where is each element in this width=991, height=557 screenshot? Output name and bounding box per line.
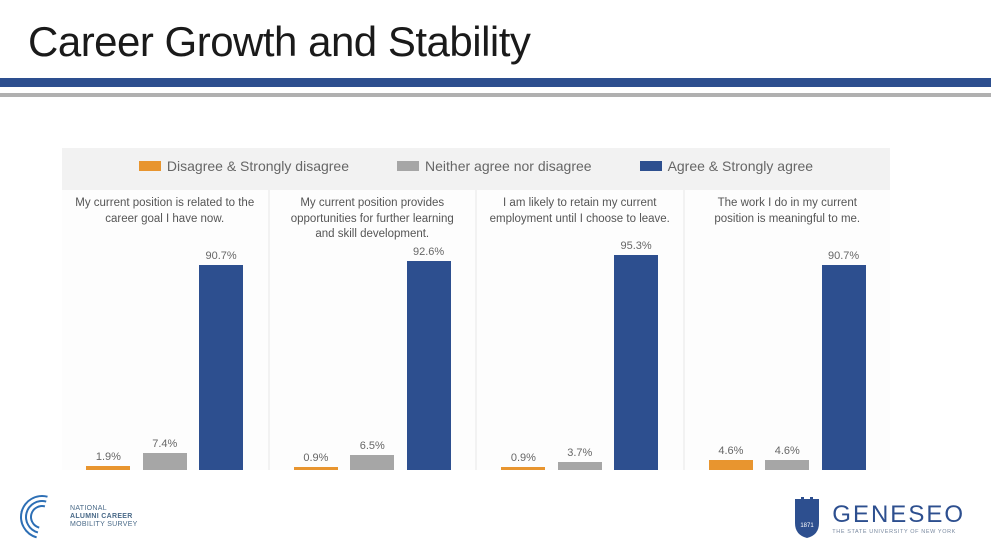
chart-panel: The work I do in my current position is … (683, 190, 891, 470)
bar-agree: 90.7% (822, 250, 866, 470)
legend-swatch-neutral (397, 161, 419, 171)
chart-panel: I am likely to retain my current employm… (475, 190, 683, 470)
bar (822, 265, 866, 470)
bar-label: 4.6% (775, 445, 800, 457)
divider-blue (0, 78, 991, 87)
divider-gray (0, 93, 991, 97)
legend-item-disagree: Disagree & Strongly disagree (139, 158, 349, 174)
bar-label: 0.9% (511, 452, 536, 464)
bar-label: 3.7% (567, 447, 592, 459)
bar (501, 467, 545, 470)
panel-title: My current position provides opportuniti… (270, 190, 476, 244)
logo-nacms: NATIONAL ALUMNI CAREER MOBILITY SURVEY (20, 491, 140, 543)
bar-label: 4.6% (718, 445, 743, 457)
bar-label: 90.7% (828, 250, 859, 262)
bar-disagree: 4.6% (709, 445, 753, 470)
svg-text:1871: 1871 (801, 523, 815, 529)
bar-group: 4.6% 4.6% 90.7% (685, 244, 891, 470)
bar-label: 7.4% (152, 438, 177, 450)
panel-plot: 1.9% 7.4% 90.7% (62, 244, 268, 470)
legend-label-agree: Agree & Strongly agree (668, 158, 814, 174)
panel-title: The work I do in my current position is … (685, 190, 891, 244)
panel-plot: 0.9% 6.5% 92.6% (270, 244, 476, 470)
bar-label: 0.9% (303, 452, 328, 464)
chart-panels: My current position is related to the ca… (62, 190, 890, 470)
bar-agree: 92.6% (407, 246, 451, 470)
panel-title: I am likely to retain my current employm… (477, 190, 683, 244)
page-title: Career Growth and Stability (28, 18, 530, 66)
bar-agree: 95.3% (614, 240, 658, 470)
bar (199, 265, 243, 470)
chart-panel: My current position is related to the ca… (62, 190, 268, 470)
chart-panel: My current position provides opportuniti… (268, 190, 476, 470)
logo-nacms-text: NATIONAL ALUMNI CAREER MOBILITY SURVEY (70, 505, 138, 529)
bar (350, 455, 394, 470)
logo-geneseo-text: GENESEO THE STATE UNIVERSITY OF NEW YORK (832, 501, 965, 535)
bar-disagree: 1.9% (86, 451, 130, 470)
bar-disagree: 0.9% (294, 452, 338, 470)
slide: Career Growth and Stability Disagree & S… (0, 0, 991, 557)
bar (614, 255, 658, 470)
bar-neutral: 3.7% (558, 447, 602, 470)
bar-group: 1.9% 7.4% 90.7% (62, 244, 268, 470)
bar (709, 460, 753, 470)
logo-geneseo-main: GENESEO (832, 501, 965, 529)
bar (558, 462, 602, 470)
panel-title: My current position is related to the ca… (62, 190, 268, 244)
panel-plot: 0.9%3.7%95.3% (477, 244, 683, 470)
bar-neutral: 4.6% (765, 445, 809, 470)
bar (765, 460, 809, 470)
bar-label: 95.3% (621, 240, 652, 252)
legend-label-neutral: Neither agree nor disagree (425, 158, 592, 174)
chart-container: Disagree & Strongly disagree Neither agr… (62, 148, 890, 470)
bar-agree: 90.7% (199, 250, 243, 470)
bar (143, 453, 187, 470)
bar-neutral: 6.5% (350, 440, 394, 470)
legend-swatch-agree (640, 161, 662, 171)
legend-item-neutral: Neither agree nor disagree (397, 158, 592, 174)
chart-legend: Disagree & Strongly disagree Neither agr… (62, 148, 890, 174)
logo-nacms-line2: ALUMNI CAREER (70, 513, 133, 520)
shield-icon: 1871 (792, 497, 822, 539)
bar-group: 0.9% 6.5% 92.6% (270, 244, 476, 470)
legend-item-agree: Agree & Strongly agree (640, 158, 814, 174)
logo-geneseo: 1871 GENESEO THE STATE UNIVERSITY OF NEW… (792, 497, 965, 539)
bar (294, 467, 338, 470)
bar-label: 1.9% (96, 451, 121, 463)
bar (86, 466, 130, 470)
arcs-icon (20, 495, 64, 539)
panel-plot: 4.6% 4.6% 90.7% (685, 244, 891, 470)
bar-label: 6.5% (360, 440, 385, 452)
bar-label: 90.7% (206, 250, 237, 262)
bar-label: 92.6% (413, 246, 444, 258)
bar-disagree: 0.9% (501, 452, 545, 470)
bar-neutral: 7.4% (143, 438, 187, 470)
bar (407, 261, 451, 470)
logo-nacms-line3: MOBILITY SURVEY (70, 521, 138, 529)
logo-geneseo-sub: THE STATE UNIVERSITY OF NEW YORK (832, 529, 965, 535)
bar-group: 0.9%3.7%95.3% (477, 244, 683, 470)
logo-nacms-line1: NATIONAL (70, 505, 138, 513)
legend-label-disagree: Disagree & Strongly disagree (167, 158, 349, 174)
legend-swatch-disagree (139, 161, 161, 171)
